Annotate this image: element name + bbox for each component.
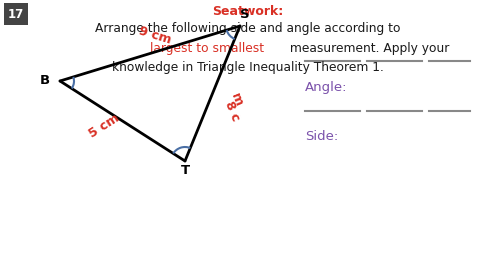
- Text: Seatwork:: Seatwork:: [212, 5, 283, 18]
- Text: T: T: [181, 164, 190, 177]
- Text: 9 cm: 9 cm: [137, 24, 173, 47]
- Text: largest to smallest: largest to smallest: [150, 42, 264, 55]
- Text: knowledge in Triangle Inequality Theorem 1.: knowledge in Triangle Inequality Theorem…: [111, 61, 384, 74]
- Text: B: B: [40, 74, 50, 88]
- Text: Angle:: Angle:: [305, 81, 347, 94]
- Text: m: m: [228, 91, 245, 108]
- Text: 17: 17: [8, 7, 24, 20]
- Text: S: S: [240, 7, 250, 20]
- Text: 5 cm: 5 cm: [87, 111, 122, 140]
- Text: 8 c: 8 c: [223, 99, 243, 123]
- Text: Arrange the following side and angle according to: Arrange the following side and angle acc…: [95, 22, 400, 35]
- Text: measurement. Apply your: measurement. Apply your: [286, 42, 449, 55]
- Text: Side:: Side:: [305, 130, 338, 143]
